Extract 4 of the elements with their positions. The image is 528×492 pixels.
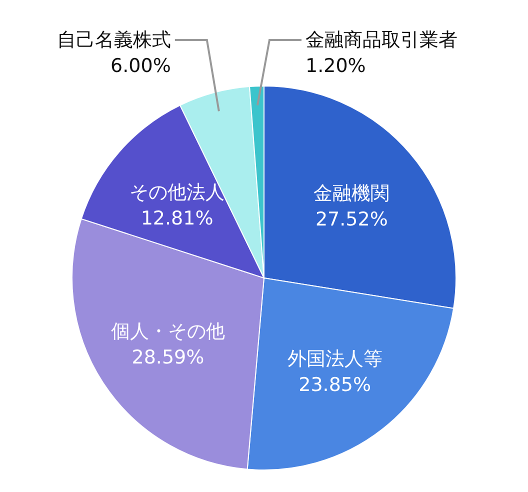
slice-label: 金融商品取引業者 bbox=[305, 29, 458, 51]
data-label: 1.20% bbox=[305, 55, 366, 77]
slice-label: 自己名義株式 bbox=[56, 29, 171, 51]
data-label: 6.00% bbox=[110, 55, 171, 77]
